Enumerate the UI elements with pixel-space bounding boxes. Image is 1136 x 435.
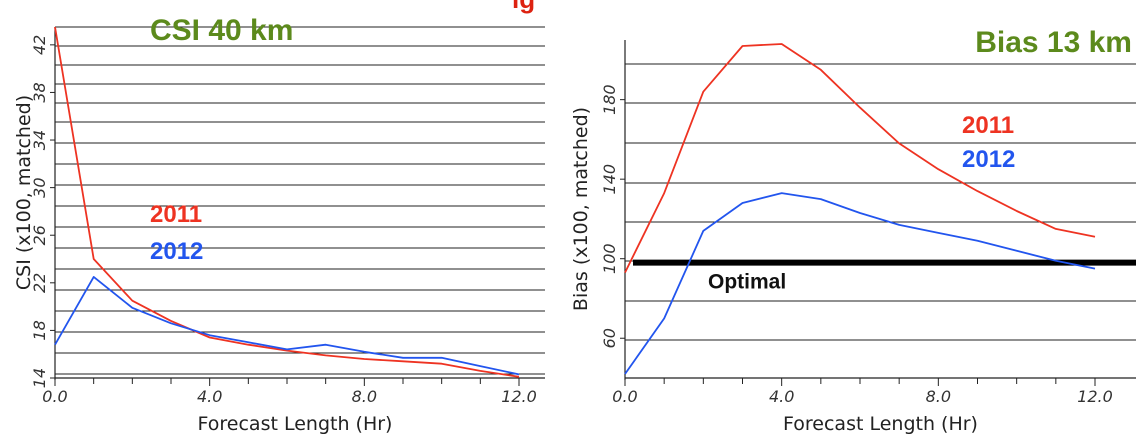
x-axis-label: Forecast Length (Hr) bbox=[783, 413, 978, 435]
x-tick-label: 0.0 bbox=[612, 387, 637, 406]
y-tick-label: 140 bbox=[600, 164, 619, 195]
series-line-2011 bbox=[624, 43, 1096, 273]
y-tick-label: 42 bbox=[30, 35, 49, 55]
csi-chart: 0.0 4.0 8.0 12.0 14 18 22 26 30 34 38 42 Forecast Le… bbox=[13, 14, 545, 435]
x-tick-label: 8.0 bbox=[352, 387, 377, 406]
y-tick-label: 18 bbox=[30, 320, 49, 340]
y-tick-label: 38 bbox=[30, 82, 49, 102]
x-tick-label: 4.0 bbox=[197, 387, 222, 406]
y-tick-label: 26 bbox=[30, 225, 49, 245]
series-line-2011 bbox=[54, 26, 520, 378]
y-tick-label: 60 bbox=[600, 328, 619, 348]
x-axis-label: Forecast Length (Hr) bbox=[198, 413, 393, 435]
x-tick-label: 4.0 bbox=[769, 387, 794, 406]
series-label-2011: 2011 bbox=[962, 112, 1014, 139]
chart-title: CSI 40 km bbox=[150, 14, 293, 47]
y-tick-label: 22 bbox=[30, 273, 49, 293]
y-axis-label: CSI (x100, matched) bbox=[13, 95, 35, 290]
x-tick-label: 0.0 bbox=[42, 387, 67, 406]
x-tick-label: 12.0 bbox=[1077, 387, 1113, 406]
optimal-label: Optimal bbox=[708, 271, 786, 294]
series-label-2012: 2012 bbox=[150, 238, 203, 265]
header-fragment: ig bbox=[512, 0, 535, 14]
series-line-2012 bbox=[624, 192, 1096, 375]
y-tick-label: 14 bbox=[30, 368, 49, 388]
y-tick-label: 34 bbox=[30, 130, 49, 150]
y-tick-label: 30 bbox=[30, 177, 49, 197]
chart-title: Bias 13 km bbox=[975, 26, 1132, 59]
series-line-2012 bbox=[54, 275, 520, 376]
x-tick-label: 8.0 bbox=[926, 387, 951, 406]
y-tick-label: 100 bbox=[600, 243, 619, 274]
bias-chart: 0.0 4.0 8.0 12.0 60 100 140 180 Forecast Length … bbox=[570, 26, 1136, 435]
series-label-2012: 2012 bbox=[962, 146, 1015, 173]
y-axis-label: Bias (x100, matched) bbox=[570, 107, 592, 311]
series-label-2011: 2011 bbox=[150, 201, 202, 228]
y-tick-label: 180 bbox=[600, 84, 619, 115]
x-tick-label: 12.0 bbox=[501, 387, 537, 406]
